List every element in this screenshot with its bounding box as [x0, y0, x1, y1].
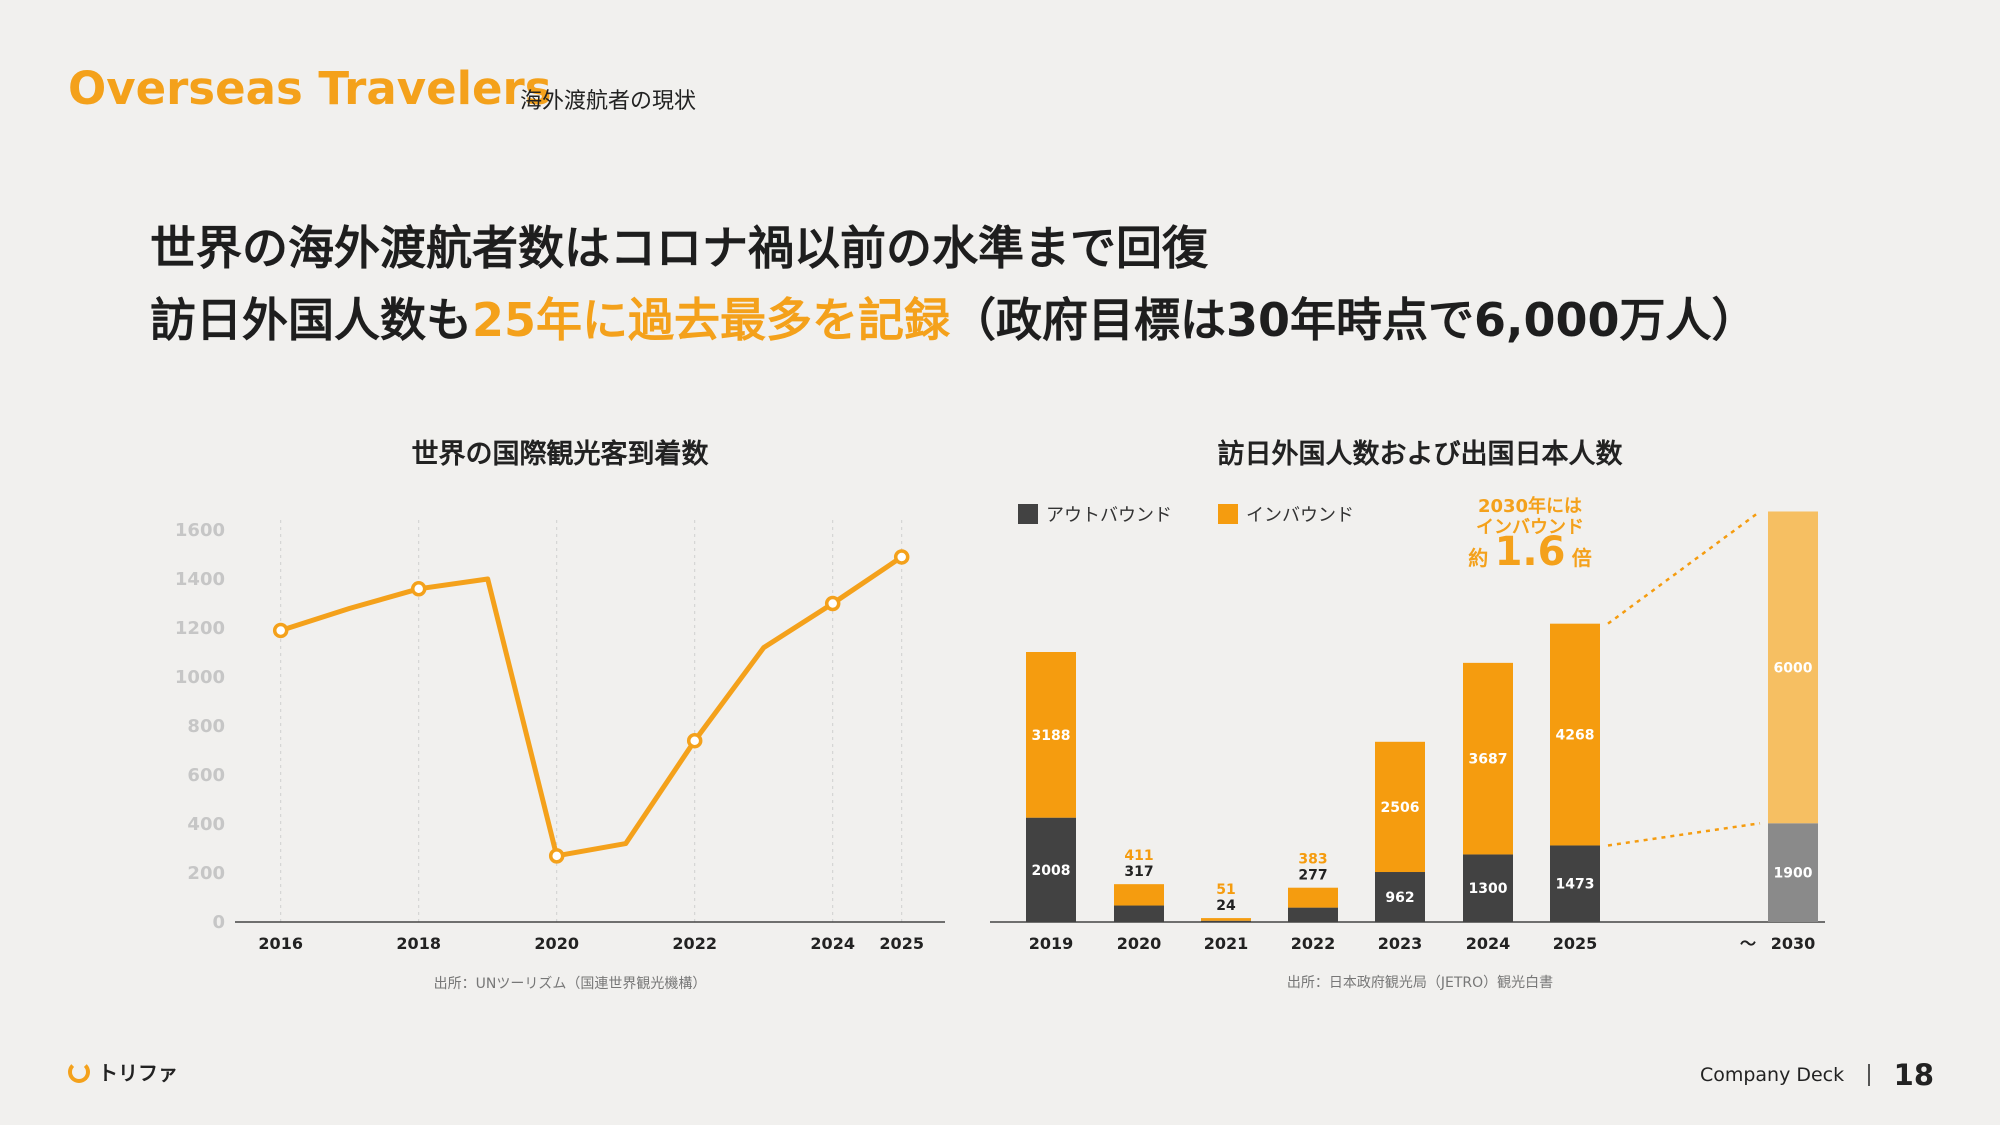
line-chart: 2016 2018 2020 2022 2024 2025 0 200 400 600 800 100…: [175, 520, 945, 953]
bar-outbound: [1201, 920, 1251, 922]
inbound-value-label: 2506: [1381, 800, 1420, 816]
x-tick-label: 2024: [1466, 934, 1511, 953]
outbound-value-label: 24: [1216, 898, 1236, 914]
x-tick-label: 2025: [1553, 934, 1598, 953]
bar-inbound: [1114, 884, 1164, 906]
x-tick-label: 2020: [534, 934, 579, 953]
section-subtitle: 海外渡航者の現状: [520, 89, 697, 114]
bar-outbound: [1550, 845, 1600, 922]
bar-chart-title: 訪日外国人数および出国日本人数: [1217, 439, 1623, 470]
outbound-value-label: 317: [1124, 864, 1153, 880]
legend-outbound-swatch: [1018, 504, 1038, 524]
data-point: [893, 549, 910, 565]
growth-connector-top: [1607, 510, 1761, 625]
callout-line-1: 2030年には: [1477, 496, 1583, 517]
logo-text: トリファ: [98, 1061, 178, 1085]
y-tick-label: 400: [187, 814, 225, 835]
callout-prefix: 約: [1468, 546, 1489, 570]
bar-inbound: [1288, 887, 1338, 908]
callout-line-3: 約 1.6 倍: [1440, 532, 1620, 572]
outbound-value-label: 1900: [1774, 866, 1813, 882]
inbound-value-label: 3188: [1032, 728, 1071, 744]
deck-label: Company Deck: [1699, 1064, 1845, 1086]
legend-outbound: アウトバウンド: [1018, 501, 1172, 527]
line-chart-title: 世界の国際観光客到着数: [411, 439, 709, 470]
y-tick-label: 200: [187, 863, 225, 884]
bar-outbound: [1768, 823, 1818, 922]
outbound-value-label: 962: [1385, 890, 1414, 906]
headline: 世界の海外渡航者数はコロナ禍以前の水準まで回復 訪日外国人数も25年に過去最多を…: [150, 212, 1758, 356]
x-tick-label: 2024: [810, 934, 855, 953]
line-chart-source: 出所：UNツーリズム（国連世界観光機構）: [433, 976, 707, 992]
legend-inbound-swatch: [1218, 504, 1238, 524]
data-point: [686, 732, 703, 749]
x-tick-label: 2022: [672, 934, 717, 953]
outbound-value-label: 2008: [1032, 863, 1071, 879]
inbound-value-label: 6000: [1774, 660, 1813, 676]
x-tick-label: 2020: [1117, 934, 1162, 953]
bar-chart-source: 出所：日本政府観光局（JETRO）観光白書: [1286, 975, 1554, 991]
bar-inbound: [1768, 511, 1818, 824]
page-number: 18: [1893, 1058, 1934, 1092]
data-point: [410, 581, 427, 597]
footer-divider: [1868, 1064, 1870, 1086]
bar-inbound: [1550, 623, 1600, 846]
bar-outbound: [1026, 817, 1076, 922]
section-title: Overseas Travelers: [68, 62, 552, 115]
outbound-value-label: 1473: [1556, 877, 1595, 893]
inbound-value-label: 51: [1216, 882, 1235, 898]
x-tick-label: 2023: [1378, 934, 1423, 953]
headline-line-2-a: 訪日外国人数も: [150, 293, 472, 347]
bar-outbound: [1288, 907, 1338, 922]
y-tick-label: 800: [187, 716, 225, 737]
bar-outbound: [1463, 854, 1513, 922]
series-line: [279, 554, 904, 859]
y-tick-label: 1000: [175, 667, 225, 688]
outbound-value-label: 1300: [1469, 881, 1508, 897]
bar-inbound: [1463, 662, 1513, 855]
legend-inbound-label: インバウンド: [1246, 505, 1354, 526]
headline-line-2: 訪日外国人数も25年に過去最多を記録（政府目標は30年時点で6,000万人）: [150, 284, 1758, 356]
company-logo: トリファ: [68, 1057, 178, 1086]
bar-inbound: [1201, 918, 1251, 921]
callout-line-2: インバウンド: [1476, 517, 1584, 538]
inbound-value-label: 383: [1298, 852, 1327, 868]
data-point: [824, 595, 841, 612]
headline-line-2-b: （政府目標は30年時点で6,000万人）: [950, 293, 1758, 347]
bar-outbound: [1375, 872, 1425, 922]
logo-mark-icon: [68, 1060, 90, 1083]
y-tick-label: 1400: [175, 569, 225, 590]
bar-outbound: [1114, 905, 1164, 922]
x-tick-label: 2025: [879, 934, 924, 953]
axis-gap-marker: 〜: [1740, 934, 1756, 953]
x-tick-label: 2018: [396, 934, 441, 953]
footer-info: Company Deck 18: [1700, 1058, 1934, 1092]
data-point: [548, 848, 565, 864]
callout-multiplier: 1.6: [1494, 529, 1566, 575]
legend-outbound-label: アウトバウンド: [1046, 505, 1172, 526]
inbound-value-label: 4268: [1556, 728, 1595, 744]
callout-suffix: 倍: [1571, 546, 1592, 570]
bar-inbound: [1375, 741, 1425, 873]
x-tick-label: 2030: [1771, 934, 1816, 953]
data-point: [272, 622, 289, 639]
x-tick-label: 2019: [1029, 934, 1074, 953]
x-tick-label: 2022: [1291, 934, 1336, 953]
inbound-value-label: 3687: [1469, 752, 1508, 768]
y-tick-label: 1600: [175, 520, 225, 541]
y-tick-label: 0: [212, 912, 225, 933]
bar-inbound: [1026, 652, 1076, 818]
x-tick-label: 2021: [1204, 934, 1249, 953]
legend-inbound: インバウンド: [1218, 501, 1354, 527]
headline-highlight: 25年に過去最多を記録: [472, 293, 951, 347]
growth-connector-bottom: [1607, 822, 1761, 847]
inbound-value-label: 411: [1124, 848, 1153, 864]
headline-line-1: 世界の海外渡航者数はコロナ禍以前の水準まで回復: [150, 221, 1208, 275]
outbound-value-label: 277: [1298, 868, 1327, 884]
y-tick-label: 1200: [175, 618, 225, 639]
forecast-callout: 2030年には インバウンド 約 1.6 倍: [1440, 496, 1620, 572]
x-tick-label: 2016: [258, 934, 303, 953]
y-tick-label: 600: [187, 765, 225, 786]
